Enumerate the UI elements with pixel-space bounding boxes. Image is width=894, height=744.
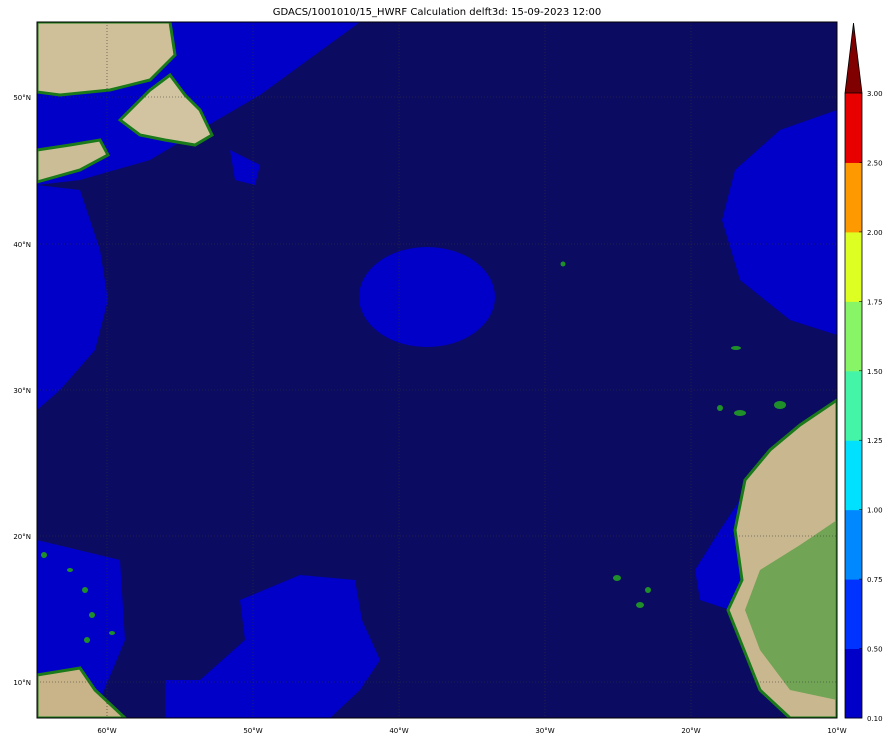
colorbar-tick-label: 0.75 [867,576,883,584]
lon-tick: 20°W [681,727,700,735]
colorbar: 0.10 0.50 0.75 1.00 1.25 1.50 1.75 2.00 2.50 3.00 [844,22,883,723]
lon-tick: 60°W [97,727,116,735]
lat-tick: 40°N [13,241,31,249]
colorbar-tick-label: 2.00 [867,229,883,237]
colorbar-segment [845,93,862,163]
map-title: GDACS/1001010/15_HWRF Calculation delft3… [272,7,602,18]
land-labrador [37,22,177,97]
lat-tick: 50°N [13,94,31,102]
colorbar-extend-triangle [844,22,863,94]
colorbar-tick-label: 0.50 [867,646,883,654]
lon-tick: 40°W [389,727,408,735]
lon-tick: 50°W [243,727,262,735]
colorbar-segment [845,301,862,372]
colorbar-frame [844,93,863,719]
lon-tick: 30°W [535,727,554,735]
islands [41,261,786,643]
colorbar-segment [845,509,862,580]
colorbar-segment [845,648,862,719]
land-south-america [37,666,128,718]
colorbar-segment [845,579,862,650]
colorbar-tick-label: 1.75 [867,298,883,306]
graticule [37,22,837,718]
colorbar-segment [845,231,862,302]
lat-tick: 20°N [13,533,31,541]
lon-tick: 10°W [827,727,846,735]
colorbar-tick-label: 1.25 [867,437,883,445]
map-area [37,22,837,718]
colorbar-tick-label: 0.10 [867,715,883,723]
land-newfoundland [117,72,214,147]
lat-tick-labels: 10°N 20°N 30°N 40°N 50°N [13,94,31,687]
land [37,22,837,718]
colorbar-tick-label: 2.50 [867,159,883,167]
land-nova-scotia [37,138,111,184]
colorbar-segment [845,440,862,511]
lat-tick: 30°N [13,387,31,395]
colorbar-segment [845,370,862,441]
colorbar-tick-label: 1.00 [867,507,883,515]
colorbar-tick-label: 1.50 [867,368,883,376]
map-frame [36,21,838,719]
land-sahel-vegetation [745,520,837,700]
lon-tick-labels: 60°W 50°W 40°W 30°W 20°W 10°W [97,727,846,735]
colorbar-segment [845,162,862,233]
colorbar-tick-label: 3.00 [867,90,883,98]
lat-tick: 10°N [13,679,31,687]
